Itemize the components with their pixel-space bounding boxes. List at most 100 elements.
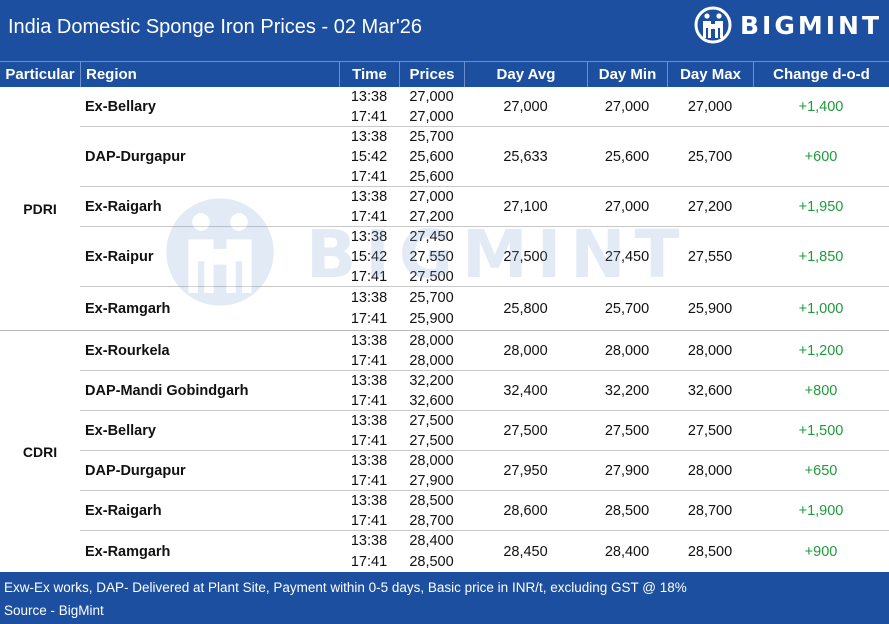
day-max-cell: 27,500 bbox=[687, 422, 733, 439]
time-cell: 15:42 bbox=[350, 149, 388, 165]
day-max-cell: 25,900 bbox=[687, 300, 733, 317]
price-cell: 27,450 bbox=[409, 229, 454, 245]
time-cell: 13:38 bbox=[350, 413, 388, 429]
footer-bar: Exw-Ex works, DAP- Delivered at Plant Si… bbox=[0, 572, 889, 624]
region-cell: Ex-Bellary bbox=[85, 98, 156, 115]
day-max-cell: 28,000 bbox=[687, 462, 733, 479]
day-avg-cell: 27,500 bbox=[503, 422, 548, 439]
price-cell: 28,500 bbox=[409, 493, 454, 509]
day-max-cell: 27,000 bbox=[687, 98, 733, 115]
table-row: DAP-Durgapur 13:38 25,700 15:42 25,600 1… bbox=[80, 127, 889, 187]
day-max-cell: 27,550 bbox=[687, 248, 733, 265]
change-dod-cell: +1,200 bbox=[798, 342, 844, 359]
price-cell: 27,200 bbox=[409, 209, 454, 225]
day-min-cell: 27,000 bbox=[604, 98, 650, 115]
time-cell: 13:38 bbox=[350, 333, 388, 349]
day-min-cell: 27,900 bbox=[604, 462, 650, 479]
day-max-cell: 28,000 bbox=[687, 342, 733, 359]
price-cell: 27,000 bbox=[409, 89, 454, 105]
day-max-cell: 32,600 bbox=[687, 382, 733, 399]
region-cell: Ex-Ramgarh bbox=[85, 543, 171, 560]
price-cell: 27,550 bbox=[409, 249, 454, 265]
price-cell: 25,600 bbox=[409, 149, 454, 165]
time-cell: 17:41 bbox=[350, 433, 388, 449]
day-max-cell: 27,200 bbox=[687, 198, 733, 215]
table-row: Ex-Rourkela 13:38 28,000 17:41 28,000 28… bbox=[80, 331, 889, 371]
day-avg-cell: 27,100 bbox=[503, 198, 548, 215]
column-header-day-avg: Day Avg bbox=[464, 62, 587, 87]
price-cell: 32,600 bbox=[409, 393, 454, 409]
change-dod-cell: +900 bbox=[804, 543, 838, 560]
time-cell: 17:41 bbox=[350, 353, 388, 369]
group-label-pdri: PDRI bbox=[23, 200, 57, 217]
table-row: Ex-Ramgarh 13:38 28,400 17:41 28,500 28,… bbox=[80, 531, 889, 572]
time-cell: 13:38 bbox=[350, 229, 388, 245]
day-min-cell: 27,450 bbox=[604, 248, 650, 265]
region-cell: Ex-Rourkela bbox=[85, 342, 170, 359]
region-cell: DAP-Durgapur bbox=[85, 462, 186, 479]
time-cell: 13:38 bbox=[350, 453, 388, 469]
footer-source: Source - BigMint bbox=[4, 603, 104, 618]
day-max-cell: 25,700 bbox=[687, 148, 733, 165]
day-avg-cell: 28,000 bbox=[503, 342, 548, 359]
day-min-cell: 28,000 bbox=[604, 342, 650, 359]
bigmint-logo-icon bbox=[694, 6, 732, 44]
time-cell: 17:41 bbox=[350, 209, 388, 225]
column-header-day-max: Day Max bbox=[667, 62, 753, 87]
table-row: Ex-Bellary 13:38 27,500 17:41 27,500 27,… bbox=[80, 411, 889, 451]
day-min-cell: 28,500 bbox=[604, 502, 650, 519]
time-cell: 13:38 bbox=[350, 533, 388, 549]
price-cell: 25,600 bbox=[409, 169, 454, 185]
change-dod-cell: +1,400 bbox=[798, 98, 844, 115]
table-row: Ex-Raipur 13:38 27,450 15:42 27,550 17:4… bbox=[80, 227, 889, 287]
day-avg-cell: 32,400 bbox=[503, 382, 548, 399]
price-cell: 32,200 bbox=[409, 373, 454, 389]
price-cell: 28,700 bbox=[409, 513, 454, 529]
day-max-cell: 28,500 bbox=[687, 543, 733, 560]
region-cell: Ex-Bellary bbox=[85, 422, 156, 439]
product-group-cdri: CDRI Ex-Rourkela 13:38 28,000 17:41 28,0… bbox=[0, 331, 889, 572]
time-cell: 13:38 bbox=[350, 373, 388, 389]
change-dod-cell: +1,900 bbox=[798, 502, 844, 519]
column-header-region: Region bbox=[80, 62, 339, 87]
bigmint-logo: BIGMINT bbox=[694, 5, 882, 45]
day-avg-cell: 25,800 bbox=[503, 300, 548, 317]
change-dod-cell: +800 bbox=[804, 382, 838, 399]
footer-note: Exw-Ex works, DAP- Delivered at Plant Si… bbox=[4, 580, 687, 595]
day-avg-cell: 27,000 bbox=[503, 98, 548, 115]
price-cell: 27,000 bbox=[409, 189, 454, 205]
time-cell: 17:41 bbox=[350, 554, 388, 570]
column-header-prices: Prices bbox=[399, 62, 464, 87]
day-avg-cell: 27,950 bbox=[503, 462, 548, 479]
time-cell: 13:38 bbox=[350, 493, 388, 509]
price-cell: 28,400 bbox=[409, 533, 454, 549]
time-cell: 17:41 bbox=[350, 169, 388, 185]
time-cell: 13:38 bbox=[350, 129, 388, 145]
price-cell: 27,500 bbox=[409, 413, 454, 429]
time-cell: 17:41 bbox=[350, 473, 388, 489]
table-row: DAP-Mandi Gobindgarh 13:38 32,200 17:41 … bbox=[80, 371, 889, 411]
day-avg-cell: 25,633 bbox=[503, 148, 548, 165]
price-cell: 28,000 bbox=[409, 353, 454, 369]
time-cell: 17:41 bbox=[350, 109, 388, 125]
time-cell: 15:42 bbox=[350, 249, 388, 265]
day-avg-cell: 28,600 bbox=[503, 502, 548, 519]
price-cell: 25,700 bbox=[409, 290, 454, 306]
price-cell: 25,900 bbox=[409, 311, 454, 327]
column-header-day-min: Day Min bbox=[587, 62, 667, 87]
column-header-row: Particular Region Time Prices Day Avg Da… bbox=[0, 61, 889, 87]
table-row: Ex-Raigarh 13:38 27,000 17:41 27,200 27,… bbox=[80, 187, 889, 227]
price-cell: 27,500 bbox=[409, 269, 454, 285]
change-dod-cell: +1,000 bbox=[798, 300, 844, 317]
price-cell: 28,000 bbox=[409, 333, 454, 349]
region-cell: Ex-Raipur bbox=[85, 248, 154, 265]
region-cell: Ex-Ramgarh bbox=[85, 300, 171, 317]
time-cell: 17:41 bbox=[350, 269, 388, 285]
day-max-cell: 28,700 bbox=[687, 502, 733, 519]
header-bar: India Domestic Sponge Iron Prices - 02 M… bbox=[0, 0, 889, 61]
change-dod-cell: +1,950 bbox=[798, 198, 844, 215]
change-dod-cell: +600 bbox=[804, 148, 838, 165]
change-dod-cell: +1,500 bbox=[798, 422, 844, 439]
table-row: Ex-Raigarh 13:38 28,500 17:41 28,700 28,… bbox=[80, 491, 889, 531]
day-avg-cell: 27,500 bbox=[503, 248, 548, 265]
